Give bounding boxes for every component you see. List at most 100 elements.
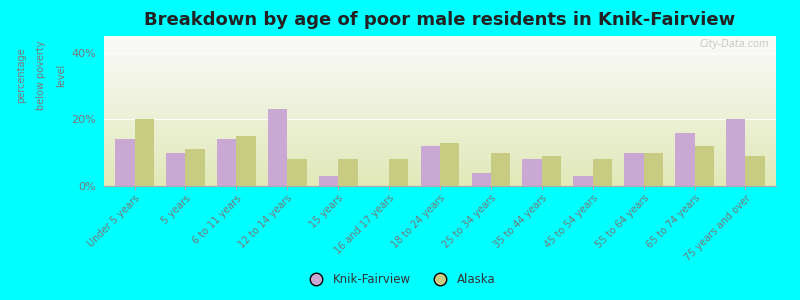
Bar: [104, 51, 776, 52]
Bar: [104, 108, 776, 109]
Bar: [104, 57, 776, 58]
Bar: [104, 67, 776, 68]
Text: level: level: [56, 63, 66, 87]
Bar: [104, 157, 776, 158]
Bar: [104, 85, 776, 86]
Bar: [104, 138, 776, 139]
Bar: [593, 159, 612, 186]
Bar: [104, 56, 776, 57]
Text: below poverty: below poverty: [36, 40, 46, 110]
Bar: [104, 89, 776, 90]
Bar: [104, 185, 776, 186]
Bar: [236, 136, 256, 186]
Bar: [104, 163, 776, 164]
Bar: [104, 145, 776, 146]
Bar: [104, 169, 776, 170]
Bar: [104, 68, 776, 69]
Bar: [104, 176, 776, 177]
Bar: [104, 80, 776, 81]
Bar: [104, 41, 776, 42]
Bar: [104, 128, 776, 129]
Bar: [104, 159, 776, 160]
Bar: [104, 148, 776, 149]
Bar: [104, 90, 776, 91]
Bar: [440, 143, 459, 186]
Bar: [104, 97, 776, 98]
Bar: [104, 141, 776, 142]
Bar: [104, 106, 776, 107]
Bar: [104, 116, 776, 117]
Bar: [104, 52, 776, 53]
Bar: [624, 153, 644, 186]
Bar: [104, 49, 776, 50]
Bar: [104, 134, 776, 135]
Bar: [338, 159, 358, 186]
Bar: [104, 110, 776, 111]
Bar: [104, 61, 776, 62]
Bar: [104, 123, 776, 124]
Bar: [104, 75, 776, 76]
Bar: [104, 39, 776, 40]
Bar: [104, 99, 776, 100]
Bar: [104, 86, 776, 87]
Bar: [104, 66, 776, 67]
Bar: [389, 159, 409, 186]
Bar: [104, 143, 776, 144]
Bar: [104, 162, 776, 163]
Bar: [104, 83, 776, 84]
Bar: [104, 53, 776, 54]
Bar: [104, 118, 776, 119]
Bar: [104, 149, 776, 150]
Bar: [104, 70, 776, 71]
Bar: [104, 184, 776, 185]
Bar: [104, 167, 776, 168]
Bar: [104, 170, 776, 171]
Bar: [104, 164, 776, 165]
Bar: [104, 140, 776, 141]
Bar: [104, 122, 776, 123]
Bar: [104, 91, 776, 92]
Bar: [104, 94, 776, 95]
Bar: [104, 131, 776, 132]
Bar: [104, 107, 776, 108]
Bar: [104, 169, 776, 170]
Bar: [104, 135, 776, 136]
Bar: [104, 120, 776, 121]
Bar: [104, 37, 776, 38]
Bar: [104, 147, 776, 148]
Bar: [104, 150, 776, 151]
Bar: [104, 98, 776, 99]
Bar: [104, 174, 776, 175]
Bar: [104, 71, 776, 72]
Title: Breakdown by age of poor male residents in Knik-Fairview: Breakdown by age of poor male residents …: [144, 11, 736, 29]
Bar: [104, 47, 776, 48]
Text: percentage: percentage: [16, 47, 26, 103]
Bar: [746, 156, 765, 186]
Bar: [104, 76, 776, 77]
Bar: [104, 136, 776, 137]
Bar: [104, 179, 776, 180]
Bar: [104, 74, 776, 75]
Bar: [217, 139, 236, 186]
Bar: [268, 109, 287, 186]
Bar: [104, 72, 776, 73]
Bar: [104, 93, 776, 94]
Bar: [104, 65, 776, 66]
Legend: Knik-Fairview, Alaska: Knik-Fairview, Alaska: [300, 269, 500, 291]
Bar: [542, 156, 561, 186]
Bar: [104, 171, 776, 172]
Text: City-Data.com: City-Data.com: [700, 39, 770, 49]
Bar: [104, 95, 776, 96]
Bar: [104, 151, 776, 152]
Bar: [694, 146, 714, 186]
Bar: [104, 63, 776, 64]
Bar: [104, 121, 776, 122]
Bar: [104, 42, 776, 43]
Bar: [186, 149, 205, 186]
Bar: [104, 105, 776, 106]
Bar: [104, 62, 776, 63]
Bar: [421, 146, 440, 186]
Bar: [104, 102, 776, 103]
Bar: [104, 142, 776, 143]
Bar: [104, 59, 776, 60]
